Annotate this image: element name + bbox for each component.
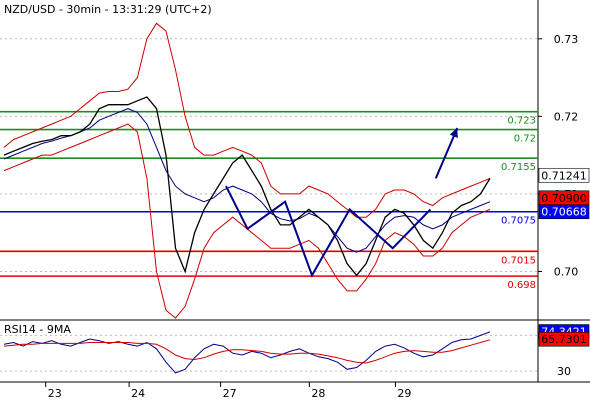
y-tick-label: 0.73	[554, 33, 579, 46]
rsi-title: RSI14 - 9MA	[4, 323, 71, 336]
level-label: 0.7155	[501, 162, 536, 173]
rsi-label: 30	[557, 365, 571, 378]
price-label: 0.70900	[541, 192, 587, 205]
x-tick-label: 23	[48, 387, 62, 400]
level-label: 0.7015	[501, 255, 536, 266]
level-label: 0.723	[507, 116, 536, 127]
x-tick-label: 28	[311, 387, 325, 400]
x-tick-label: 24	[131, 387, 145, 400]
x-tick-label: 29	[397, 387, 411, 400]
x-tick-label: 27	[223, 387, 237, 400]
price-label: 0.70668	[541, 206, 587, 219]
level-label: 0.72	[514, 134, 536, 145]
price-label: 0.71241	[541, 169, 587, 182]
y-tick-label: 0.72	[554, 110, 579, 123]
rsi-label: 65.7301	[541, 333, 587, 346]
level-label: 0.698	[507, 280, 536, 291]
y-tick-label: 0.70	[554, 265, 579, 278]
level-label: 0.7075	[501, 216, 536, 227]
chart-header: NZD/USD - 30min - 13:31:29 (UTC+2)	[4, 3, 212, 16]
